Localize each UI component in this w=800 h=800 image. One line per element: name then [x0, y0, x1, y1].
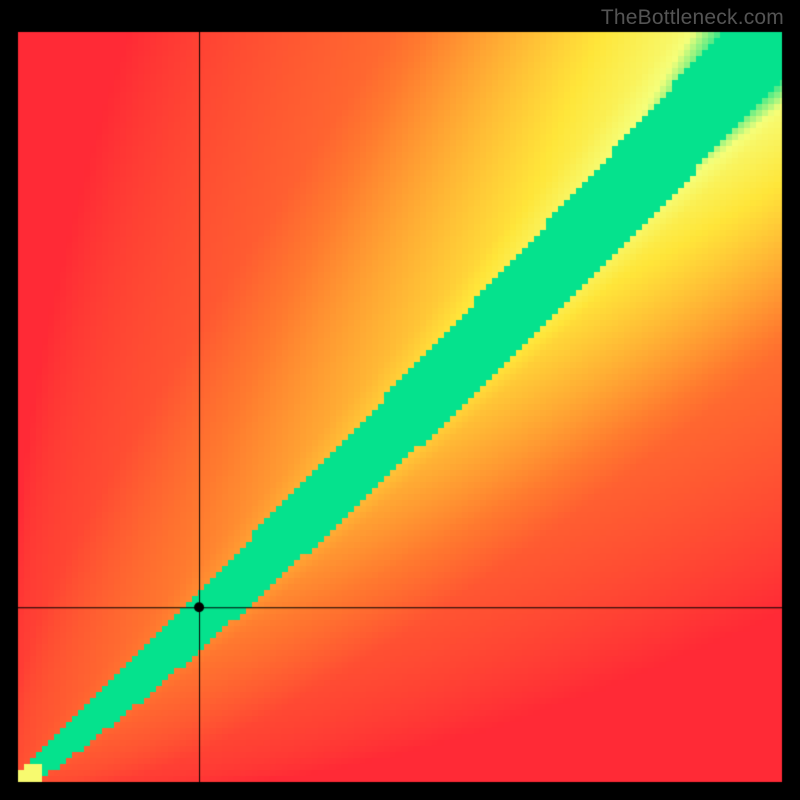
- bottleneck-heatmap: [0, 0, 800, 800]
- root-container: TheBottleneck.com: [0, 0, 800, 800]
- watermark-text: TheBottleneck.com: [601, 6, 784, 30]
